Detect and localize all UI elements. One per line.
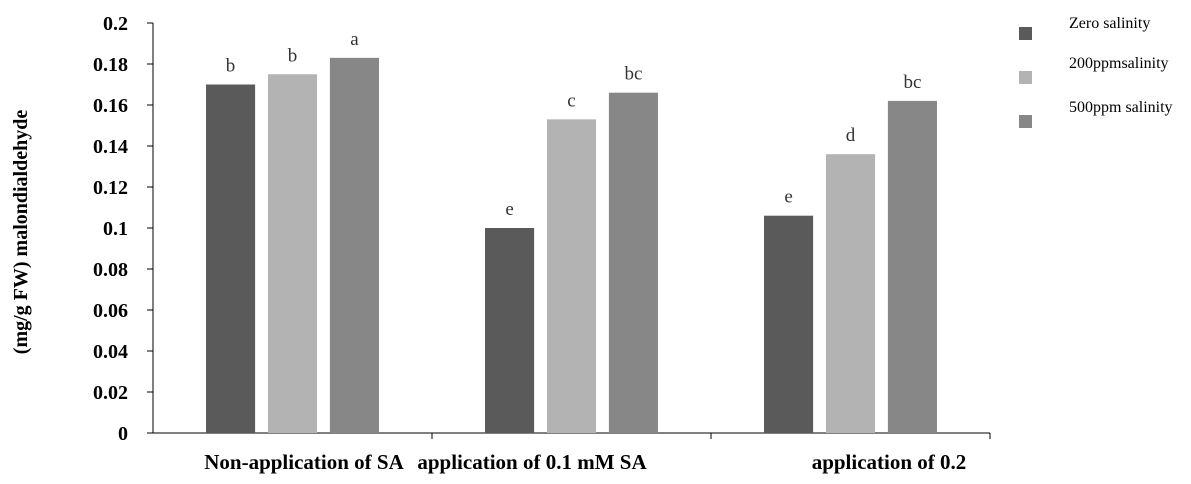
legend-swatch	[1019, 27, 1032, 40]
y-tick-label: 0.14	[93, 136, 128, 158]
data-label: b	[288, 45, 298, 66]
x-tick-label: Non-application of SA	[204, 450, 404, 474]
data-label: d	[846, 125, 856, 146]
y-tick-label: 0	[118, 423, 128, 445]
x-tick-labels: Non-application of SA application of 0.1 …	[204, 450, 966, 474]
legend-label: Zero salinity	[1069, 15, 1150, 32]
legend-item: 500ppm salinity	[1019, 99, 1173, 128]
y-tick-label: 0.18	[93, 54, 128, 76]
bar	[329, 57, 379, 433]
bar	[825, 154, 876, 433]
bar	[887, 100, 937, 434]
y-tick-label: 0.16	[93, 95, 128, 117]
y-tick-label: 0.08	[93, 259, 128, 281]
bar	[206, 84, 256, 433]
data-label: c	[567, 90, 575, 111]
legend-swatch	[1019, 71, 1032, 84]
legend: Zero salinity 200ppmsalinity 500ppm salini…	[1019, 15, 1173, 128]
legend-swatch	[1019, 115, 1032, 128]
data-label: bc	[903, 72, 921, 93]
y-tick-label: 0.06	[93, 300, 128, 322]
y-tick-label: 0.02	[93, 382, 128, 404]
bar	[485, 228, 535, 433]
data-label: e	[784, 187, 792, 208]
bar	[546, 119, 597, 433]
data-label: a	[350, 29, 359, 50]
bars	[206, 57, 937, 434]
bar	[267, 74, 318, 433]
y-tick-label: 0.04	[93, 341, 128, 363]
y-tick-label: 0.2	[103, 13, 128, 35]
y-tick-label: 0.12	[93, 177, 128, 199]
data-label: b	[226, 56, 236, 77]
legend-item: Zero salinity	[1019, 15, 1150, 40]
bar	[764, 215, 814, 433]
legend-label: 500ppm salinity	[1069, 99, 1173, 116]
y-axis-label-group: (mg/g FW) malondialdehyde	[10, 110, 32, 355]
x-tick-label: application of 0.2	[812, 450, 967, 474]
bar	[608, 92, 658, 433]
legend-item: 200ppmsalinity	[1019, 55, 1169, 84]
legend-label: 200ppmsalinity	[1069, 55, 1169, 72]
data-label: bc	[624, 64, 642, 85]
x-tick-label: application of 0.1 mM SA	[417, 450, 647, 474]
data-label: e	[505, 199, 513, 220]
y-tick-label: 0.1	[103, 218, 128, 240]
y-ticks: 0 0.02 0.04 0.06 0.08 0.1 0.12 0.14 0.16 0.18 0.2	[93, 13, 153, 445]
y-axis-label: (mg/g FW) malondialdehyde	[10, 110, 32, 355]
